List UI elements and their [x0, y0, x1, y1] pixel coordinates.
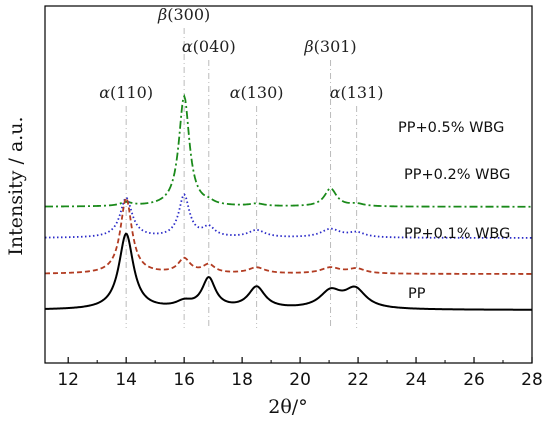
series-line	[45, 93, 532, 208]
x-tick-label: 24	[405, 370, 427, 390]
x-tick-label: 16	[173, 370, 195, 390]
series-label: PP	[408, 286, 426, 302]
peak-annotation: α(040)	[182, 37, 236, 56]
series-label: PP+0.1% WBG	[404, 226, 510, 242]
x-tick-label: 28	[521, 370, 543, 390]
plot-frame	[44, 5, 533, 364]
series-line	[45, 193, 532, 239]
series-label: PP+0.2% WBG	[404, 167, 510, 183]
series-line	[44, 232, 532, 311]
peak-annotation: β(301)	[303, 37, 356, 56]
series-label: PP+0.5% WBG	[398, 120, 504, 136]
peak-labels: α(110) β(300) α(040) α(130) β(301) α(131)	[99, 5, 383, 102]
x-tick-label: 20	[289, 370, 311, 390]
x-tick-label: 12	[57, 370, 79, 390]
peak-annotation: α(131)	[330, 83, 384, 102]
peak-annotation: α(110)	[99, 83, 153, 102]
series-layer	[44, 93, 532, 311]
x-axis-title: 2θ/°	[268, 396, 307, 418]
peak-guide-lines	[125, 28, 358, 328]
x-tick-label: 18	[231, 370, 253, 390]
x-tick-label: 22	[347, 370, 369, 390]
x-axis-ticks: 12 14 16 18 20 22 24 26 28	[57, 357, 543, 390]
peak-annotation: α(130)	[230, 83, 284, 102]
peak-annotation: β(300)	[157, 5, 210, 24]
x-tick-label: 14	[115, 370, 137, 390]
x-tick-label: 26	[463, 370, 485, 390]
y-axis-title: Intensity / a.u.	[5, 116, 27, 255]
series-line	[44, 196, 532, 275]
series-labels: PP+0.5% WBG PP+0.2% WBG PP+0.1% WBG PP	[398, 120, 510, 302]
